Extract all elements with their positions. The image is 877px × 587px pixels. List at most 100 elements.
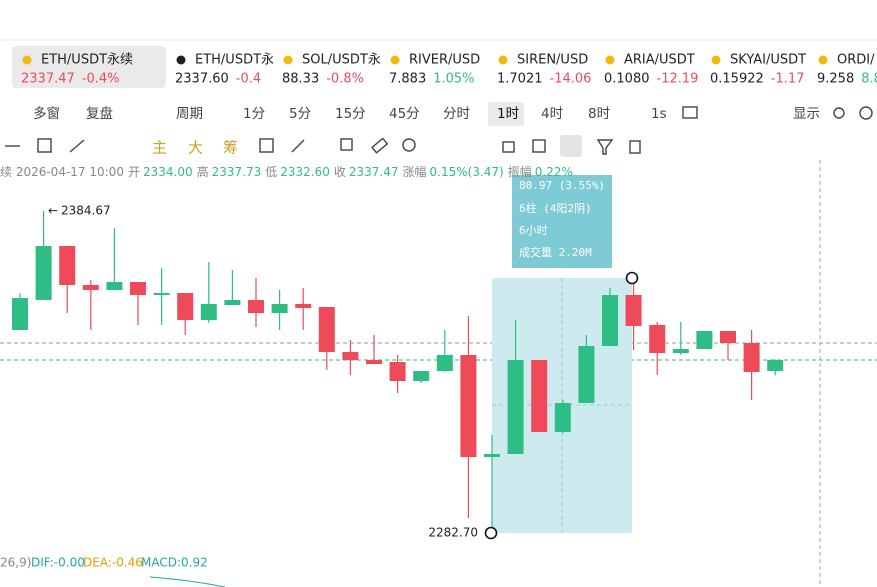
ohlc-label: 收	[334, 165, 346, 179]
candle-body	[130, 281, 146, 295]
ohlc-header: 续 2026-04-17 10:00 开 2334.00 高 2337.73 低 2332.…	[0, 164, 573, 179]
toolbar-item[interactable]: 4时	[541, 106, 563, 122]
candle-body	[602, 294, 618, 346]
icon	[502, 141, 515, 153]
toolbar-item[interactable]: 45分	[389, 106, 420, 122]
tab-change: 8.8	[861, 72, 877, 87]
tab-icon	[22, 55, 32, 65]
high-arrow: ←	[48, 204, 58, 218]
tab-symbol[interactable]: RIVER/USD	[409, 53, 480, 68]
active-tool-bg	[560, 135, 582, 157]
toolbar-item[interactable]: 1s	[651, 106, 667, 122]
measure-bars: 6柱 (4阳2阴)	[519, 201, 592, 215]
ohlc-prefix: 续 2026-04-17 10:00	[0, 165, 124, 179]
tab-symbol[interactable]: SOL/USDT永	[302, 53, 381, 68]
ohlc-value: 0.15%(3.47)	[430, 165, 504, 179]
tab-icon	[605, 55, 615, 65]
toolbar-item[interactable]: 多窗	[33, 105, 60, 122]
measure-duration: 6小时	[519, 224, 548, 237]
tab-change: -12.19	[657, 72, 699, 87]
ohlc-value: 2332.60	[280, 165, 330, 179]
tab-change: -0.4%	[82, 72, 120, 87]
candle-body	[767, 360, 784, 372]
indicator-toggle[interactable]: 大	[188, 139, 203, 157]
macd-dea: DEA:-0.46	[83, 556, 143, 570]
tab-change: -14.06	[550, 72, 592, 87]
candle-body	[271, 303, 288, 313]
ohlc-label: 低	[265, 165, 277, 179]
toolbar-item[interactable]: 1时	[497, 106, 519, 122]
candle-body	[318, 306, 335, 352]
candle-body	[295, 303, 312, 309]
macd-dif: DIF:-0.00	[31, 556, 85, 570]
tab-price: 88.33	[282, 72, 319, 87]
toolbar-item[interactable]: 15分	[335, 106, 366, 122]
candle-body	[35, 245, 52, 300]
tab-price: 0.15922	[710, 72, 764, 87]
ohlc-value: 0.22%	[535, 165, 573, 179]
icon	[371, 137, 389, 154]
candle-body	[484, 453, 500, 457]
tab-icon	[498, 55, 508, 65]
toolbar-item[interactable]: 显示	[793, 106, 820, 122]
icon	[259, 138, 274, 153]
tab-price: 7.883	[389, 72, 426, 87]
indicator-toggle[interactable]: 筹	[223, 139, 238, 157]
ohlc-value: 2334.00	[143, 165, 193, 179]
tab-symbol[interactable]: SKYAI/USDT	[730, 53, 806, 68]
ohlc-label: 高	[197, 164, 209, 179]
tab-icon	[176, 55, 186, 65]
ohlc-label: 涨幅	[403, 164, 427, 179]
tab-change: 1.05%	[433, 72, 474, 87]
candle-body	[200, 303, 217, 321]
candle-body	[696, 330, 713, 349]
tab-price: 0.1080	[604, 72, 650, 87]
icon	[402, 138, 416, 152]
tab-symbol[interactable]: ETH/USDT永	[195, 53, 274, 68]
toolbar-item[interactable]: 5分	[289, 106, 311, 122]
toolbar-item[interactable]: 8时	[588, 106, 610, 122]
active-period-bg	[488, 102, 524, 126]
candle-body	[82, 284, 99, 291]
toolbar-item[interactable]: 复盘	[86, 105, 113, 122]
tab-price: 9.258	[817, 72, 854, 87]
tab-symbol[interactable]: ARIA/USDT	[624, 53, 695, 68]
macd-params: 26,9)	[0, 556, 31, 570]
tab-price: 1.7021	[497, 72, 543, 87]
tab-price: 2337.47	[21, 72, 75, 87]
candle-body	[720, 330, 736, 343]
icon	[340, 138, 353, 151]
candle-body	[649, 324, 666, 354]
measure-volume: 成交量 2.20M	[519, 245, 592, 259]
tool-icons	[5, 106, 873, 155]
toolbar-item[interactable]: 周期	[176, 106, 203, 122]
candle-body	[413, 371, 430, 381]
candle-body	[578, 345, 595, 403]
tab-symbol[interactable]: SIREN/USD	[517, 53, 588, 68]
candle-body	[531, 360, 548, 432]
indicator-toggle[interactable]: 主	[152, 139, 167, 157]
tab-change: -0.8%	[326, 72, 364, 87]
icon	[37, 138, 52, 153]
macd-line	[149, 576, 226, 587]
tab-icon	[283, 55, 293, 65]
ohlc-value: 2337.47	[349, 165, 399, 179]
toolbar-item[interactable]: 1分	[243, 106, 265, 122]
icon	[833, 107, 845, 119]
tab-price: 2337.60	[175, 72, 229, 87]
icon	[532, 139, 546, 153]
toolbar-item[interactable]: 分时	[443, 106, 470, 122]
measure-tooltip	[512, 175, 612, 268]
candle-body	[12, 297, 28, 330]
ohlc-label: 振幅	[508, 164, 532, 179]
candle-body	[507, 360, 524, 454]
tab-symbol[interactable]: ORDI/	[837, 53, 875, 68]
tab-symbol[interactable]: ETH/USDT永续	[41, 53, 133, 68]
candle-body	[460, 354, 477, 457]
candle-body	[554, 402, 571, 432]
candle-body	[389, 362, 406, 381]
candle-body	[59, 245, 76, 285]
icon	[596, 139, 614, 155]
